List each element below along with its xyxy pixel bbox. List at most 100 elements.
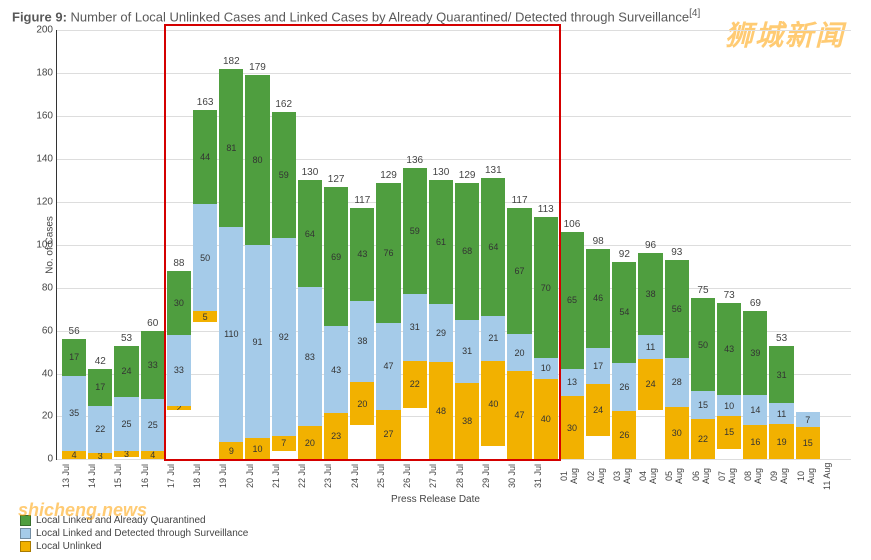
bar-total-label: 179 [249, 62, 266, 73]
bar-segment-unlinked: 40 [481, 361, 505, 447]
bar-segment-unlinked: 3 [114, 451, 138, 457]
bar-column: 8830332 [167, 271, 191, 460]
x-tick-label: 15 Jul [113, 462, 137, 490]
x-tick-label: 31 Jul [533, 462, 557, 490]
bar-segment-unlinked: 47 [507, 371, 531, 459]
y-tick: 100 [36, 239, 57, 250]
bar-segment-surveillance: 17 [586, 348, 610, 384]
bar-column: 127694323 [324, 187, 348, 459]
x-tick-label: 19 Jul [218, 462, 242, 490]
bar-segment-surveillance: 11 [769, 403, 793, 423]
bar-total-label: 53 [776, 333, 787, 344]
bar-column: 106651330 [560, 232, 584, 459]
x-axis-labels: 13 Jul14 Jul15 Jul16 Jul17 Jul18 Jul19 J… [60, 460, 847, 490]
bar-segment-surveillance: 110 [219, 227, 243, 442]
chart-container: No. of Cases 020406080100120140160180200… [12, 30, 859, 505]
y-tick: 160 [36, 111, 57, 122]
bar-column: 16344505 [193, 110, 217, 460]
bar-column: 75501522 [691, 298, 715, 459]
bar-segment-surveillance: 14 [743, 395, 767, 425]
bar-segment-surveillance: 7 [796, 412, 820, 427]
bar-column: 16259927 [272, 112, 296, 459]
bar-segment-unlinked: 27 [376, 410, 400, 460]
bar-total-label: 129 [380, 170, 397, 181]
bar-column: 98461724 [586, 249, 610, 459]
bar-segment-surveillance: 31 [455, 320, 479, 383]
bar-total-label: 92 [619, 249, 630, 260]
x-tick-label: 16 Jul [140, 462, 164, 490]
bar-total-label: 136 [406, 155, 423, 166]
bar-segment-quarantined: 56 [665, 260, 689, 358]
bar-segment-quarantined: 17 [62, 339, 86, 375]
bar-segment-unlinked: 20 [298, 426, 322, 459]
bar-segment-unlinked: 16 [743, 425, 767, 459]
bar-segment-unlinked: 10 [245, 438, 269, 459]
x-tick-label: 21 Jul [271, 462, 295, 490]
y-tick: 40 [42, 368, 57, 379]
x-tick-label: 27 Jul [428, 462, 452, 490]
bar-column: 5324253 [114, 346, 138, 460]
legend-swatch [20, 528, 31, 539]
bar-segment-quarantined: 80 [245, 75, 269, 245]
bar-column: 5617354 [62, 339, 86, 459]
bar-segment-surveillance: 50 [193, 204, 217, 311]
bar-column: 117672047 [507, 208, 531, 459]
bar-column: 130612948 [429, 180, 453, 459]
x-tick-label: 17 Jul [166, 462, 190, 490]
bar-total-label: 98 [593, 236, 604, 247]
bar-segment-quarantined: 44 [193, 110, 217, 204]
figure-footnote-ref: [4] [689, 8, 700, 19]
x-tick-label: 08 Aug [743, 462, 767, 490]
bar-segment-unlinked: 30 [560, 396, 584, 459]
y-tick: 120 [36, 196, 57, 207]
bar-total-label: 42 [95, 356, 106, 367]
bar-segment-unlinked: 24 [638, 359, 662, 410]
bar-segment-surveillance: 10 [717, 395, 741, 416]
bar-total-label: 130 [433, 167, 450, 178]
bar-segment-unlinked: 15 [717, 416, 741, 448]
bar-segment-surveillance: 83 [298, 287, 322, 426]
bar-segment-quarantined: 24 [114, 346, 138, 397]
x-tick-label: 26 Jul [402, 462, 426, 490]
x-tick-label: 29 Jul [481, 462, 505, 490]
bar-segment-quarantined: 43 [717, 303, 741, 395]
bar-segment-unlinked: 24 [586, 384, 610, 435]
bar-segment-surveillance: 10 [534, 358, 558, 378]
bar-segment-surveillance: 20 [507, 334, 531, 371]
legend-item-unlinked: Local Unlinked [20, 541, 859, 552]
bar-column: 4217223 [88, 369, 112, 459]
bar-segment-surveillance: 43 [324, 326, 348, 413]
bar-column: 92542626 [612, 262, 636, 459]
bar-segment-quarantined: 76 [376, 183, 400, 323]
bar-segment-unlinked: 38 [455, 383, 479, 460]
x-tick-label: 22 Jul [297, 462, 321, 490]
x-tick-label: 07 Aug [717, 462, 741, 490]
bar-total-label: 113 [538, 204, 554, 215]
bar-segment-unlinked: 9 [219, 442, 243, 460]
bar-segment-quarantined: 64 [481, 178, 505, 315]
bar-segment-unlinked: 15 [796, 427, 820, 459]
bar-segment-unlinked: 48 [429, 362, 453, 459]
y-tick: 20 [42, 411, 57, 422]
bar-segment-quarantined: 17 [88, 369, 112, 405]
bar-segment-surveillance: 22 [88, 406, 112, 453]
x-tick-label: 04 Aug [638, 462, 662, 490]
bar-segment-surveillance: 21 [481, 316, 505, 361]
bar-segment-unlinked: 40 [534, 379, 558, 460]
y-tick: 0 [47, 454, 57, 465]
bar-segment-quarantined: 67 [507, 208, 531, 333]
y-tick: 200 [36, 25, 57, 36]
bar-column: 182811109 [219, 69, 243, 459]
bar-segment-quarantined: 69 [324, 187, 348, 326]
x-tick-label: 24 Jul [350, 462, 374, 490]
figure-label: Figure 9: [12, 9, 67, 24]
bar-column: 93562830 [665, 260, 689, 459]
bar-column: 136593122 [403, 168, 427, 460]
bar-column: 117433820 [350, 208, 374, 459]
x-tick-label: 10 Aug [796, 462, 820, 490]
bar-segment-unlinked: 7 [272, 436, 296, 451]
bar-segment-quarantined: 46 [586, 249, 610, 348]
bar-total-label: 88 [173, 258, 184, 269]
x-tick-label: 02 Aug [586, 462, 610, 490]
bar-total-label: 117 [512, 195, 528, 206]
